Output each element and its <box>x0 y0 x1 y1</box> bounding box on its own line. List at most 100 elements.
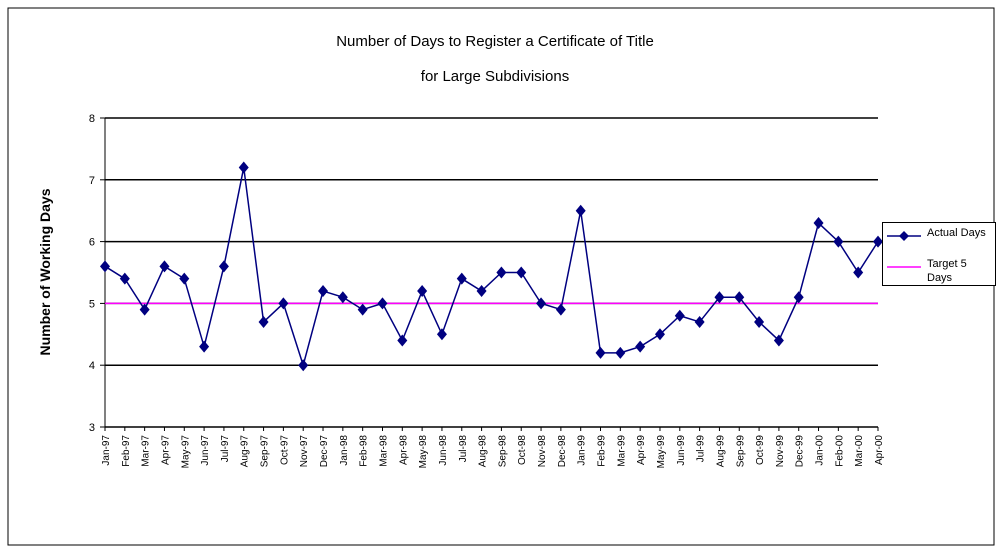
x-tick-label: Jul-98 <box>458 435 469 463</box>
x-tick-label: Dec-98 <box>557 435 568 468</box>
data-point <box>674 309 685 322</box>
data-point <box>734 291 745 304</box>
data-point <box>258 315 269 328</box>
x-tick-label: Dec-99 <box>795 435 806 468</box>
data-point <box>793 291 804 304</box>
data-point <box>654 328 665 341</box>
data-point <box>476 285 487 298</box>
x-tick-label: Aug-97 <box>240 435 251 468</box>
data-point <box>496 266 507 279</box>
data-point <box>536 297 547 310</box>
data-point <box>456 272 467 285</box>
x-tick-label: Jan-00 <box>815 435 826 466</box>
chart-subtitle: for Large Subdivisions <box>421 68 569 85</box>
data-point <box>179 272 190 285</box>
y-tick-label: 6 <box>89 237 95 249</box>
x-tick-label: Jan-99 <box>577 435 588 466</box>
legend-swatch <box>887 231 921 241</box>
data-point <box>337 291 348 304</box>
data-point <box>119 272 130 285</box>
data-point <box>694 315 705 328</box>
x-tick-label: Aug-98 <box>478 435 489 468</box>
data-point <box>813 217 824 230</box>
y-axis-label: Number of Working Days <box>37 188 53 355</box>
series-line <box>104 167 879 368</box>
x-tick-label: Feb-99 <box>597 435 608 467</box>
y-tick-label: 7 <box>89 175 95 187</box>
x-tick-label: Nov-99 <box>775 435 786 468</box>
data-point <box>436 328 447 341</box>
x-tick-label: Mar-97 <box>141 435 152 467</box>
x-tick-label: Oct-99 <box>755 435 766 465</box>
x-tick-label: Aug-99 <box>715 435 726 468</box>
x-tick-label: Nov-97 <box>299 435 310 468</box>
x-tick-label: Mar-99 <box>616 435 627 467</box>
data-point <box>555 303 566 316</box>
y-tick-label: 5 <box>89 298 95 310</box>
x-tick-label: Nov-98 <box>537 435 548 468</box>
data-point <box>873 235 883 248</box>
x-tick-label: Sep-98 <box>497 435 508 468</box>
x-tick-label: May-97 <box>180 435 191 469</box>
data-point <box>635 340 646 353</box>
x-tick-label: Mar-00 <box>854 435 865 467</box>
data-point <box>714 291 725 304</box>
data-point <box>754 315 765 328</box>
x-tick-label: Apr-97 <box>160 435 171 465</box>
x-tick-label: Jan-98 <box>339 435 350 466</box>
x-tick-label: Sep-97 <box>260 435 271 468</box>
x-tick-label: May-99 <box>656 435 667 469</box>
data-point <box>595 346 606 359</box>
legend-symbol <box>887 261 921 276</box>
x-tick-label: Jun-98 <box>438 435 449 466</box>
data-point <box>139 303 150 316</box>
data-point <box>615 346 626 359</box>
x-tick-label: Jun-99 <box>676 435 687 466</box>
legend-label: Actual Days <box>927 227 986 239</box>
x-tick-label: Jan-97 <box>101 435 112 466</box>
data-point <box>159 260 170 273</box>
x-tick-label: Apr-98 <box>398 435 409 465</box>
data-point <box>357 303 368 316</box>
x-tick-label: Apr-99 <box>636 435 647 465</box>
data-point <box>377 297 388 310</box>
data-point <box>853 266 864 279</box>
x-tick-label: Apr-00 <box>874 435 885 465</box>
x-tick-label: Jul-99 <box>696 435 707 463</box>
x-tick-label: Feb-97 <box>121 435 132 467</box>
data-point <box>199 340 210 353</box>
data-point <box>773 334 784 347</box>
data-point <box>218 260 229 273</box>
y-tick-label: 8 <box>89 113 95 125</box>
x-tick-label: Feb-00 <box>834 435 845 467</box>
data-point <box>833 235 844 248</box>
legend: Actual Days Target 5 Days <box>882 222 996 286</box>
legend-symbol <box>887 230 921 245</box>
data-point <box>298 359 309 372</box>
data-point <box>318 285 329 298</box>
x-tick-label: Feb-98 <box>359 435 370 467</box>
x-tick-label: Oct-97 <box>279 435 290 465</box>
y-tick-label: 3 <box>89 422 95 434</box>
x-tick-label: Sep-99 <box>735 435 746 468</box>
x-tick-label: Dec-97 <box>319 435 330 468</box>
data-point <box>238 161 249 174</box>
data-point <box>100 260 110 273</box>
legend-marker <box>899 231 909 241</box>
y-tick-label: 4 <box>89 360 95 372</box>
data-point <box>417 285 428 298</box>
legend-swatch <box>887 266 921 268</box>
data-point <box>278 297 289 310</box>
legend-label: Target 5 Days <box>927 258 967 284</box>
x-tick-label: Mar-98 <box>378 435 389 467</box>
x-tick-label: Jun-97 <box>200 435 211 466</box>
x-tick-label: May-98 <box>418 435 429 469</box>
data-point <box>397 334 408 347</box>
data-point <box>575 204 586 217</box>
chart-title: Number of Days to Register a Certificate… <box>336 33 654 50</box>
data-point <box>516 266 527 279</box>
x-tick-label: Jul-97 <box>220 435 231 463</box>
x-tick-label: Oct-98 <box>517 435 528 465</box>
